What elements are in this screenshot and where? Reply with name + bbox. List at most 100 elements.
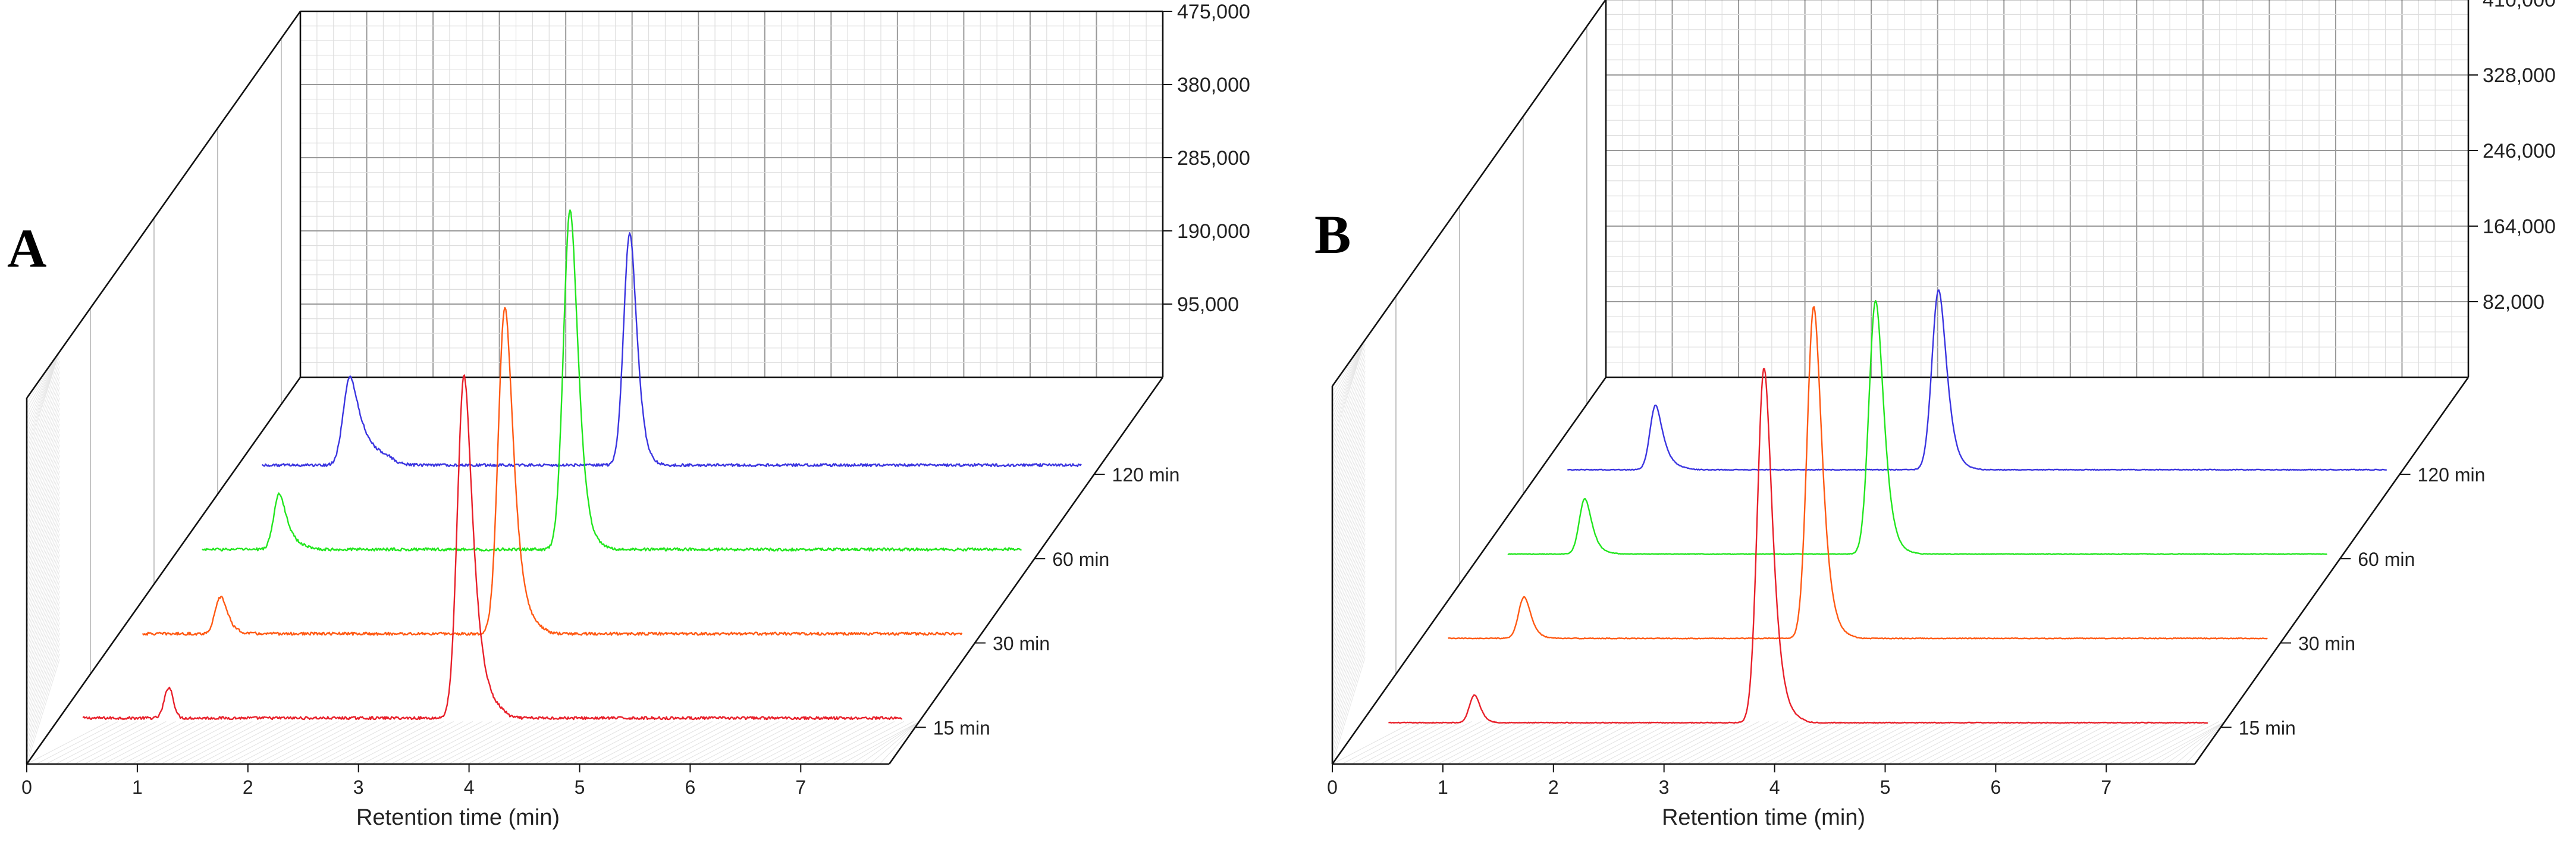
x-tick-label: 5 — [575, 777, 585, 798]
side-wall-hatch — [1332, 457, 1366, 565]
floor-hatch — [1418, 721, 1501, 765]
floor-hatch — [851, 721, 920, 765]
side-wall-hatch — [26, 627, 60, 733]
floor-hatch — [525, 721, 607, 765]
y-tick-label: 328,000 — [2483, 64, 2556, 87]
floor-hatch — [2137, 721, 2220, 765]
y-tick-label: 380,000 — [1177, 74, 1250, 96]
side-wall-hatch — [26, 565, 60, 671]
floor-hatch — [1945, 721, 2028, 765]
floor-hatch — [2070, 721, 2153, 765]
side-wall-hatch — [26, 648, 60, 754]
side-wall-hatch — [26, 528, 60, 634]
floor-hatch — [1408, 721, 1491, 765]
side-wall-hatch — [1332, 339, 1366, 435]
floor-hatch — [170, 721, 253, 765]
side-wall-hatch — [26, 601, 60, 707]
side-wall-hatch — [1332, 652, 1366, 759]
floor-hatch — [1763, 721, 1846, 765]
floor-hatch — [294, 721, 377, 765]
floor-hatch — [438, 721, 521, 765]
side-wall-hatch — [1332, 624, 1366, 732]
floor-hatch — [2051, 721, 2133, 765]
floor-hatch — [832, 721, 914, 765]
series-line-120-min — [1567, 289, 2387, 471]
side-wall-hatch — [1332, 473, 1366, 581]
floor-hatch — [1543, 721, 1626, 765]
floor-hatch — [1993, 721, 2076, 765]
side-wall-hatch — [1332, 484, 1366, 591]
floor-hatch — [506, 721, 588, 765]
series-traces — [1388, 289, 2387, 724]
floor-hatch — [1447, 721, 1530, 765]
x-tick-label: 4 — [464, 777, 475, 798]
side-wall-hatch — [26, 643, 60, 749]
floor-hatch — [343, 721, 425, 765]
floor-hatch — [669, 721, 751, 765]
side-wall-hatch — [1332, 554, 1366, 662]
side-wall-hatch — [1332, 339, 1366, 424]
floor-hatch — [266, 721, 349, 765]
side-wall-hatch — [26, 617, 60, 722]
floor-hatch — [2175, 721, 2225, 765]
y-axis-ticks: 82,000 164,000 246,000 328,000 410,000 — [2468, 0, 2556, 314]
x-tick-label: 2 — [1548, 777, 1559, 798]
side-wall-hatch — [1332, 597, 1366, 705]
series-line-120-min — [261, 232, 1082, 468]
floor-hatch — [103, 721, 186, 765]
series-line-60-min — [1507, 300, 2327, 555]
floor-hatch — [1974, 721, 2057, 765]
x-tick-label: 3 — [353, 777, 364, 798]
side-wall-hatch — [26, 366, 60, 472]
floor-hatch — [45, 721, 128, 765]
y-axis-ticks: 95,000 190,000 285,000 380,000 475,000 — [1163, 1, 1250, 316]
floor-hatch — [601, 721, 684, 765]
floor-hatch — [1859, 721, 1941, 765]
side-wall-hatch — [26, 622, 60, 728]
side-wall-hatch — [1332, 414, 1366, 521]
x-tick-label: 3 — [1659, 777, 1670, 798]
z-axis-ticks: 15 min 30 min 60 min 120 min — [2220, 464, 2485, 738]
x-tick-label: 1 — [1438, 777, 1448, 798]
side-wall-hatch — [26, 633, 60, 738]
floor-hatch — [2060, 721, 2143, 765]
z-tick-label: 30 min — [2298, 633, 2355, 655]
floor-hatch — [1658, 721, 1740, 765]
side-wall — [1332, 26, 1587, 765]
side-wall-hatch — [1332, 635, 1366, 743]
floor-hatch — [1476, 721, 1558, 765]
floor-hatch — [352, 721, 435, 765]
side-wall-hatch — [1332, 571, 1366, 678]
panel-b: 0 1 2 3 4 5 6 7 Retention time (min) 82,000 164,00… — [1314, 0, 2556, 830]
side-wall-hatch — [26, 586, 60, 691]
floor-hatch — [582, 721, 665, 765]
floor-hatch — [1370, 721, 1453, 765]
floor-hatch — [1840, 721, 1922, 765]
floor-hatch — [65, 721, 148, 765]
floor-hatch — [1907, 721, 1990, 765]
floor-hatch — [1935, 721, 2018, 765]
side-wall-hatch — [26, 612, 60, 718]
floor-hatch — [1868, 721, 1951, 765]
side-wall-hatch — [1332, 365, 1366, 473]
side-wall-hatch — [26, 591, 60, 696]
y-tick-label: 190,000 — [1177, 220, 1250, 243]
side-wall-hatch — [1332, 495, 1366, 603]
floor-hatch — [400, 721, 483, 765]
floor-hatch — [755, 721, 837, 765]
x-tick-label: 7 — [795, 777, 806, 798]
side-wall-hatch — [1332, 430, 1366, 538]
floor-hatch — [1581, 721, 1664, 765]
floor-hatch — [2022, 721, 2104, 765]
side-wall-hatch — [1332, 397, 1366, 505]
floor-hatch — [1562, 721, 1645, 765]
floor-hatch — [74, 721, 157, 765]
floor-hatch — [285, 721, 368, 765]
side-wall-hatch — [1332, 339, 1366, 397]
side-wall-hatch — [26, 351, 60, 446]
z-tick-label: 120 min — [1112, 464, 1180, 486]
floor-hatch — [1821, 721, 1903, 765]
side-wall-hatch — [1332, 576, 1366, 684]
side-wall-hatch — [1332, 522, 1366, 630]
side-wall-hatch — [26, 559, 60, 665]
